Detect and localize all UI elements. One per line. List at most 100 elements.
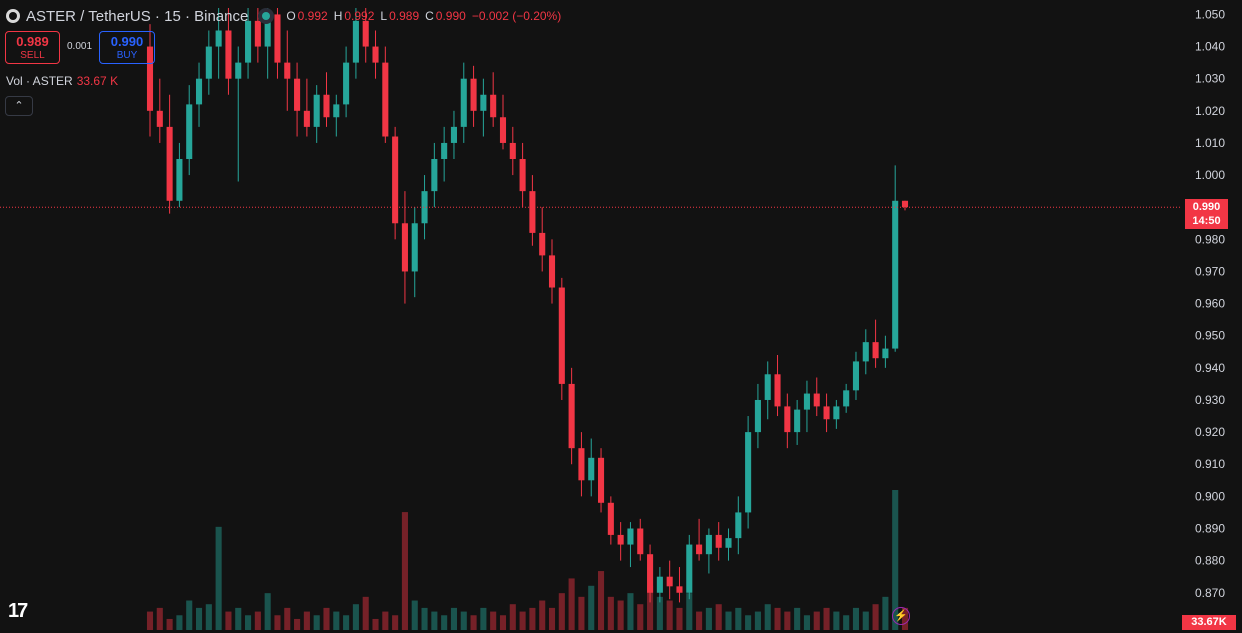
- volume-bar: [401, 512, 408, 630]
- candle-body: [490, 94, 497, 118]
- candle: [588, 438, 595, 497]
- candle-body: [303, 110, 310, 127]
- candle: [823, 393, 830, 433]
- volume-bar: [480, 607, 487, 630]
- candle-body: [450, 126, 458, 143]
- volume-bar: [254, 611, 261, 630]
- volume-bar: [382, 611, 389, 630]
- volume-bar: [568, 578, 575, 630]
- volume-bar: [558, 593, 565, 630]
- price-tick-label: 0.970: [1195, 264, 1225, 278]
- volume-bar: [696, 611, 703, 630]
- volume-bar: [225, 611, 232, 630]
- candle: [803, 380, 810, 433]
- volume-bar: [372, 618, 379, 630]
- candle: [450, 110, 458, 160]
- volume-bar: [745, 615, 752, 630]
- volume-bar: [421, 607, 428, 630]
- candle-body: [833, 406, 840, 420]
- candle-body: [195, 78, 203, 105]
- candle: [441, 126, 448, 182]
- buy-price: 0.990: [110, 34, 144, 49]
- candle-body: [421, 191, 428, 224]
- volume-bar: [352, 604, 359, 630]
- candle: [460, 62, 467, 143]
- candle: [186, 85, 193, 176]
- volume-bar: [774, 607, 781, 630]
- candle-body: [637, 528, 644, 555]
- volume-bar: [597, 571, 605, 630]
- volume-bar: [705, 607, 712, 630]
- candle-body: [676, 586, 683, 593]
- candle: [852, 351, 860, 400]
- candle-body: [754, 399, 761, 433]
- candle-body: [362, 20, 369, 47]
- tradingview-logo-icon[interactable]: 17: [8, 600, 28, 622]
- candle: [499, 94, 507, 150]
- candle: [686, 534, 693, 600]
- volume-bar: [578, 596, 585, 630]
- candle-body: [558, 287, 565, 384]
- candle-body: [392, 136, 399, 224]
- high-value: 0.992: [344, 9, 375, 23]
- candle-body: [705, 534, 712, 555]
- buy-button[interactable]: 0.990 BUY: [99, 31, 155, 64]
- volume-bar: [294, 618, 301, 630]
- candle-body: [548, 255, 556, 288]
- candle: [529, 175, 536, 246]
- volume-bar: [166, 618, 173, 630]
- candle: [372, 30, 379, 79]
- candle: [254, 8, 261, 63]
- candle: [284, 30, 291, 111]
- candle: [548, 239, 556, 304]
- candle: [901, 200, 909, 211]
- volume-bar: [725, 611, 732, 630]
- candle-body: [499, 117, 507, 143]
- price-axis[interactable]: 1.050 1.040 1.030 1.020 1.010 1.000 0.980 0.970…: [1195, 7, 1225, 599]
- high-key: H: [333, 9, 343, 23]
- volume-bar: [656, 596, 663, 630]
- price-tick-label: 0.880: [1195, 554, 1225, 568]
- candle-body: [745, 432, 752, 513]
- candle: [647, 544, 654, 603]
- candle: [607, 496, 614, 545]
- volume-bar: [450, 607, 458, 630]
- candle-body: [539, 232, 546, 256]
- price-tick-label: 1.030: [1195, 72, 1225, 86]
- close-value: 0.990: [435, 9, 466, 23]
- price-tick-label: 1.010: [1195, 136, 1225, 150]
- candle: [656, 567, 663, 603]
- chevron-up-icon[interactable]: ⌃: [5, 96, 33, 116]
- candle: [411, 207, 418, 298]
- candle: [617, 522, 624, 561]
- candle-body: [284, 62, 291, 79]
- volume-bar: [843, 615, 850, 630]
- market-status-icon[interactable]: [258, 8, 275, 24]
- candle: [833, 399, 840, 429]
- volume-bar: [637, 604, 644, 630]
- candle-body: [627, 528, 634, 545]
- candle-body: [568, 383, 575, 449]
- candle-body: [215, 30, 222, 47]
- volume-tag: 33.67K: [1182, 615, 1236, 630]
- candle: [421, 175, 428, 240]
- candle: [480, 78, 487, 137]
- volume-bar: [588, 585, 595, 630]
- candle-body: [205, 46, 212, 79]
- volume-bar: [235, 607, 242, 630]
- candle-body: [441, 142, 448, 160]
- lightning-icon[interactable]: ⚡: [892, 607, 910, 625]
- candle-body: [813, 393, 820, 407]
- candle-body: [480, 94, 487, 111]
- sell-button[interactable]: 0.989 SELL: [5, 31, 60, 64]
- volume-bar: [411, 600, 418, 630]
- candle-body: [372, 46, 379, 63]
- symbol-title[interactable]: ASTER / TetherUS · 15 · Binance: [26, 7, 249, 25]
- price-tick-label: 1.000: [1195, 168, 1225, 182]
- candle-body: [882, 348, 889, 359]
- candle: [568, 367, 575, 465]
- candle-body: [382, 62, 389, 137]
- sell-label: SELL: [20, 50, 45, 61]
- change-value: −0.002 (−0.20%): [471, 9, 562, 23]
